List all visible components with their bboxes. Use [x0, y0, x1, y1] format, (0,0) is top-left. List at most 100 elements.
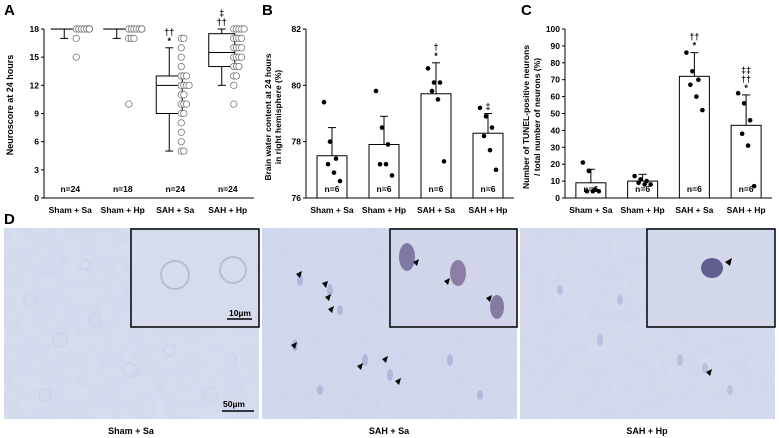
data-point-c — [739, 131, 745, 137]
data-point-c — [596, 188, 602, 194]
caption-sah-sa: SAH + Sa — [369, 426, 410, 436]
data-point-a — [232, 72, 240, 80]
data-point-a — [177, 53, 185, 61]
data-point-b — [487, 147, 493, 153]
data-point-a — [177, 138, 185, 146]
y-tick-label-b: 82 — [292, 24, 302, 34]
panel-letter-d: D — [4, 211, 15, 228]
x-tick-label-a: SAH + Hp — [208, 205, 247, 215]
x-tick-label-c: Sham + Sa — [569, 205, 613, 215]
data-point-a — [180, 147, 188, 155]
data-point-c — [696, 77, 701, 82]
chart-a: 0 3 6 9 12 15 18 Sham + Sa Sham + Hp SAH + Sa SAH … — [30, 8, 248, 215]
y-axis-label-a: Neuroscore at 24 hours — [5, 55, 15, 156]
data-point-a — [180, 109, 188, 118]
data-point-c — [751, 183, 757, 189]
data-point-b — [321, 99, 327, 105]
data-point-c — [745, 143, 751, 148]
arrowheads-sah-hp — [706, 258, 732, 376]
x-tick-label-c: SAH + Hp — [727, 205, 766, 215]
inset-sham-sa — [130, 228, 260, 328]
data-point-c — [638, 177, 643, 182]
bar-b — [316, 155, 348, 199]
data-point-a — [180, 91, 188, 99]
data-point-c — [684, 50, 689, 55]
x-tick-label-b: SAH + Hp — [469, 205, 508, 215]
y-tick-label-c: 40 — [551, 125, 561, 135]
data-point-a — [130, 34, 138, 42]
data-point-c — [690, 68, 695, 74]
panel-letter-c: C — [521, 2, 532, 19]
x-tick-label-a: Sham + Sa — [49, 205, 93, 215]
y-tick-label-c: 80 — [551, 58, 561, 68]
data-point-a — [85, 25, 93, 33]
significance-marker-b: * — [434, 51, 438, 61]
data-point-b — [437, 80, 443, 85]
data-point-c — [700, 107, 705, 113]
data-point-b — [327, 139, 333, 144]
y-tick-label-a: 0 — [34, 193, 39, 203]
data-point-c — [648, 182, 653, 187]
y-tick-label-a: 6 — [34, 137, 39, 147]
y-axis-label-b-line1: Brain water content at 24 hours — [263, 53, 273, 180]
significance-marker-a: ‡ — [219, 8, 224, 18]
y-axis-label-c-line2: / total number of neurons (%) — [532, 58, 542, 176]
data-point-c — [694, 94, 699, 99]
data-point-b — [429, 88, 435, 94]
data-point-b — [441, 159, 447, 164]
data-point-a — [182, 72, 191, 80]
n-label-c: n=6 — [687, 184, 702, 194]
data-point-c — [584, 188, 590, 194]
panel-letter-b: B — [262, 2, 273, 19]
y-axis-label-c-line1: Number of TUNEL-positive neurons — [521, 45, 531, 189]
data-point-a — [235, 62, 243, 71]
data-point-c — [632, 173, 637, 179]
n-label-c: n=6 — [739, 184, 754, 194]
data-point-b — [383, 161, 389, 167]
x-tick-label-b: Sham + Hp — [362, 205, 406, 215]
data-point-a — [138, 25, 146, 33]
data-point-a — [240, 25, 248, 33]
data-point-a — [72, 53, 80, 61]
x-tick-label-a: SAH + Sa — [156, 205, 194, 215]
y-tick-label-b: 76 — [292, 193, 302, 203]
significance-marker-a: †† — [217, 17, 227, 27]
data-point-b — [337, 178, 343, 184]
y-tick-label-c: 30 — [551, 142, 561, 152]
data-point-b — [379, 125, 385, 130]
significance-marker-a: * — [167, 36, 171, 46]
data-point-c — [636, 180, 641, 186]
significance-marker-c: * — [744, 83, 748, 93]
data-point-c — [580, 160, 586, 165]
significance-marker-a: †† — [164, 27, 174, 37]
data-point-c — [747, 117, 753, 123]
data-point-a — [180, 34, 188, 42]
data-point-a — [125, 100, 133, 108]
micrograph-sah-sa — [262, 228, 518, 419]
data-point-c — [741, 101, 747, 106]
n-label-b: n=6 — [325, 184, 340, 194]
data-point-c — [590, 188, 596, 194]
n-label-b: n=6 — [377, 184, 392, 194]
x-tick-label-b: SAH + Sa — [417, 205, 455, 215]
data-point-a — [72, 34, 80, 42]
y-tick-label-b: 78 — [292, 137, 302, 147]
n-label-c: n=6 — [583, 184, 598, 194]
y-tick-label-c: 70 — [551, 75, 561, 85]
y-tick-label-a: 12 — [30, 80, 40, 90]
significance-marker-c: * — [693, 41, 697, 51]
n-label-a: n=24 — [165, 184, 185, 194]
data-point-c — [735, 90, 741, 96]
data-point-b — [385, 142, 391, 147]
data-point-b — [483, 114, 489, 119]
chart-c: 0 10 20 30 40 50 60 70 80 90 100 Sham + Sa Sham + Hp… — [546, 24, 766, 215]
scale-label-main: 50µm — [223, 399, 245, 409]
data-point-a — [230, 100, 238, 108]
scale-label-inset: 10µm — [229, 308, 251, 318]
y-tick-label-c: 60 — [551, 92, 561, 102]
caption-sah-hp: SAH + Hp — [626, 426, 668, 436]
chart-b: 76 78 80 82 Sham + Sa Sham + Hp SAH + Sa SAH + … — [292, 24, 508, 215]
data-point-c — [644, 178, 649, 184]
x-tick-label-b: Sham + Sa — [310, 205, 354, 215]
y-tick-label-a: 9 — [34, 109, 39, 119]
